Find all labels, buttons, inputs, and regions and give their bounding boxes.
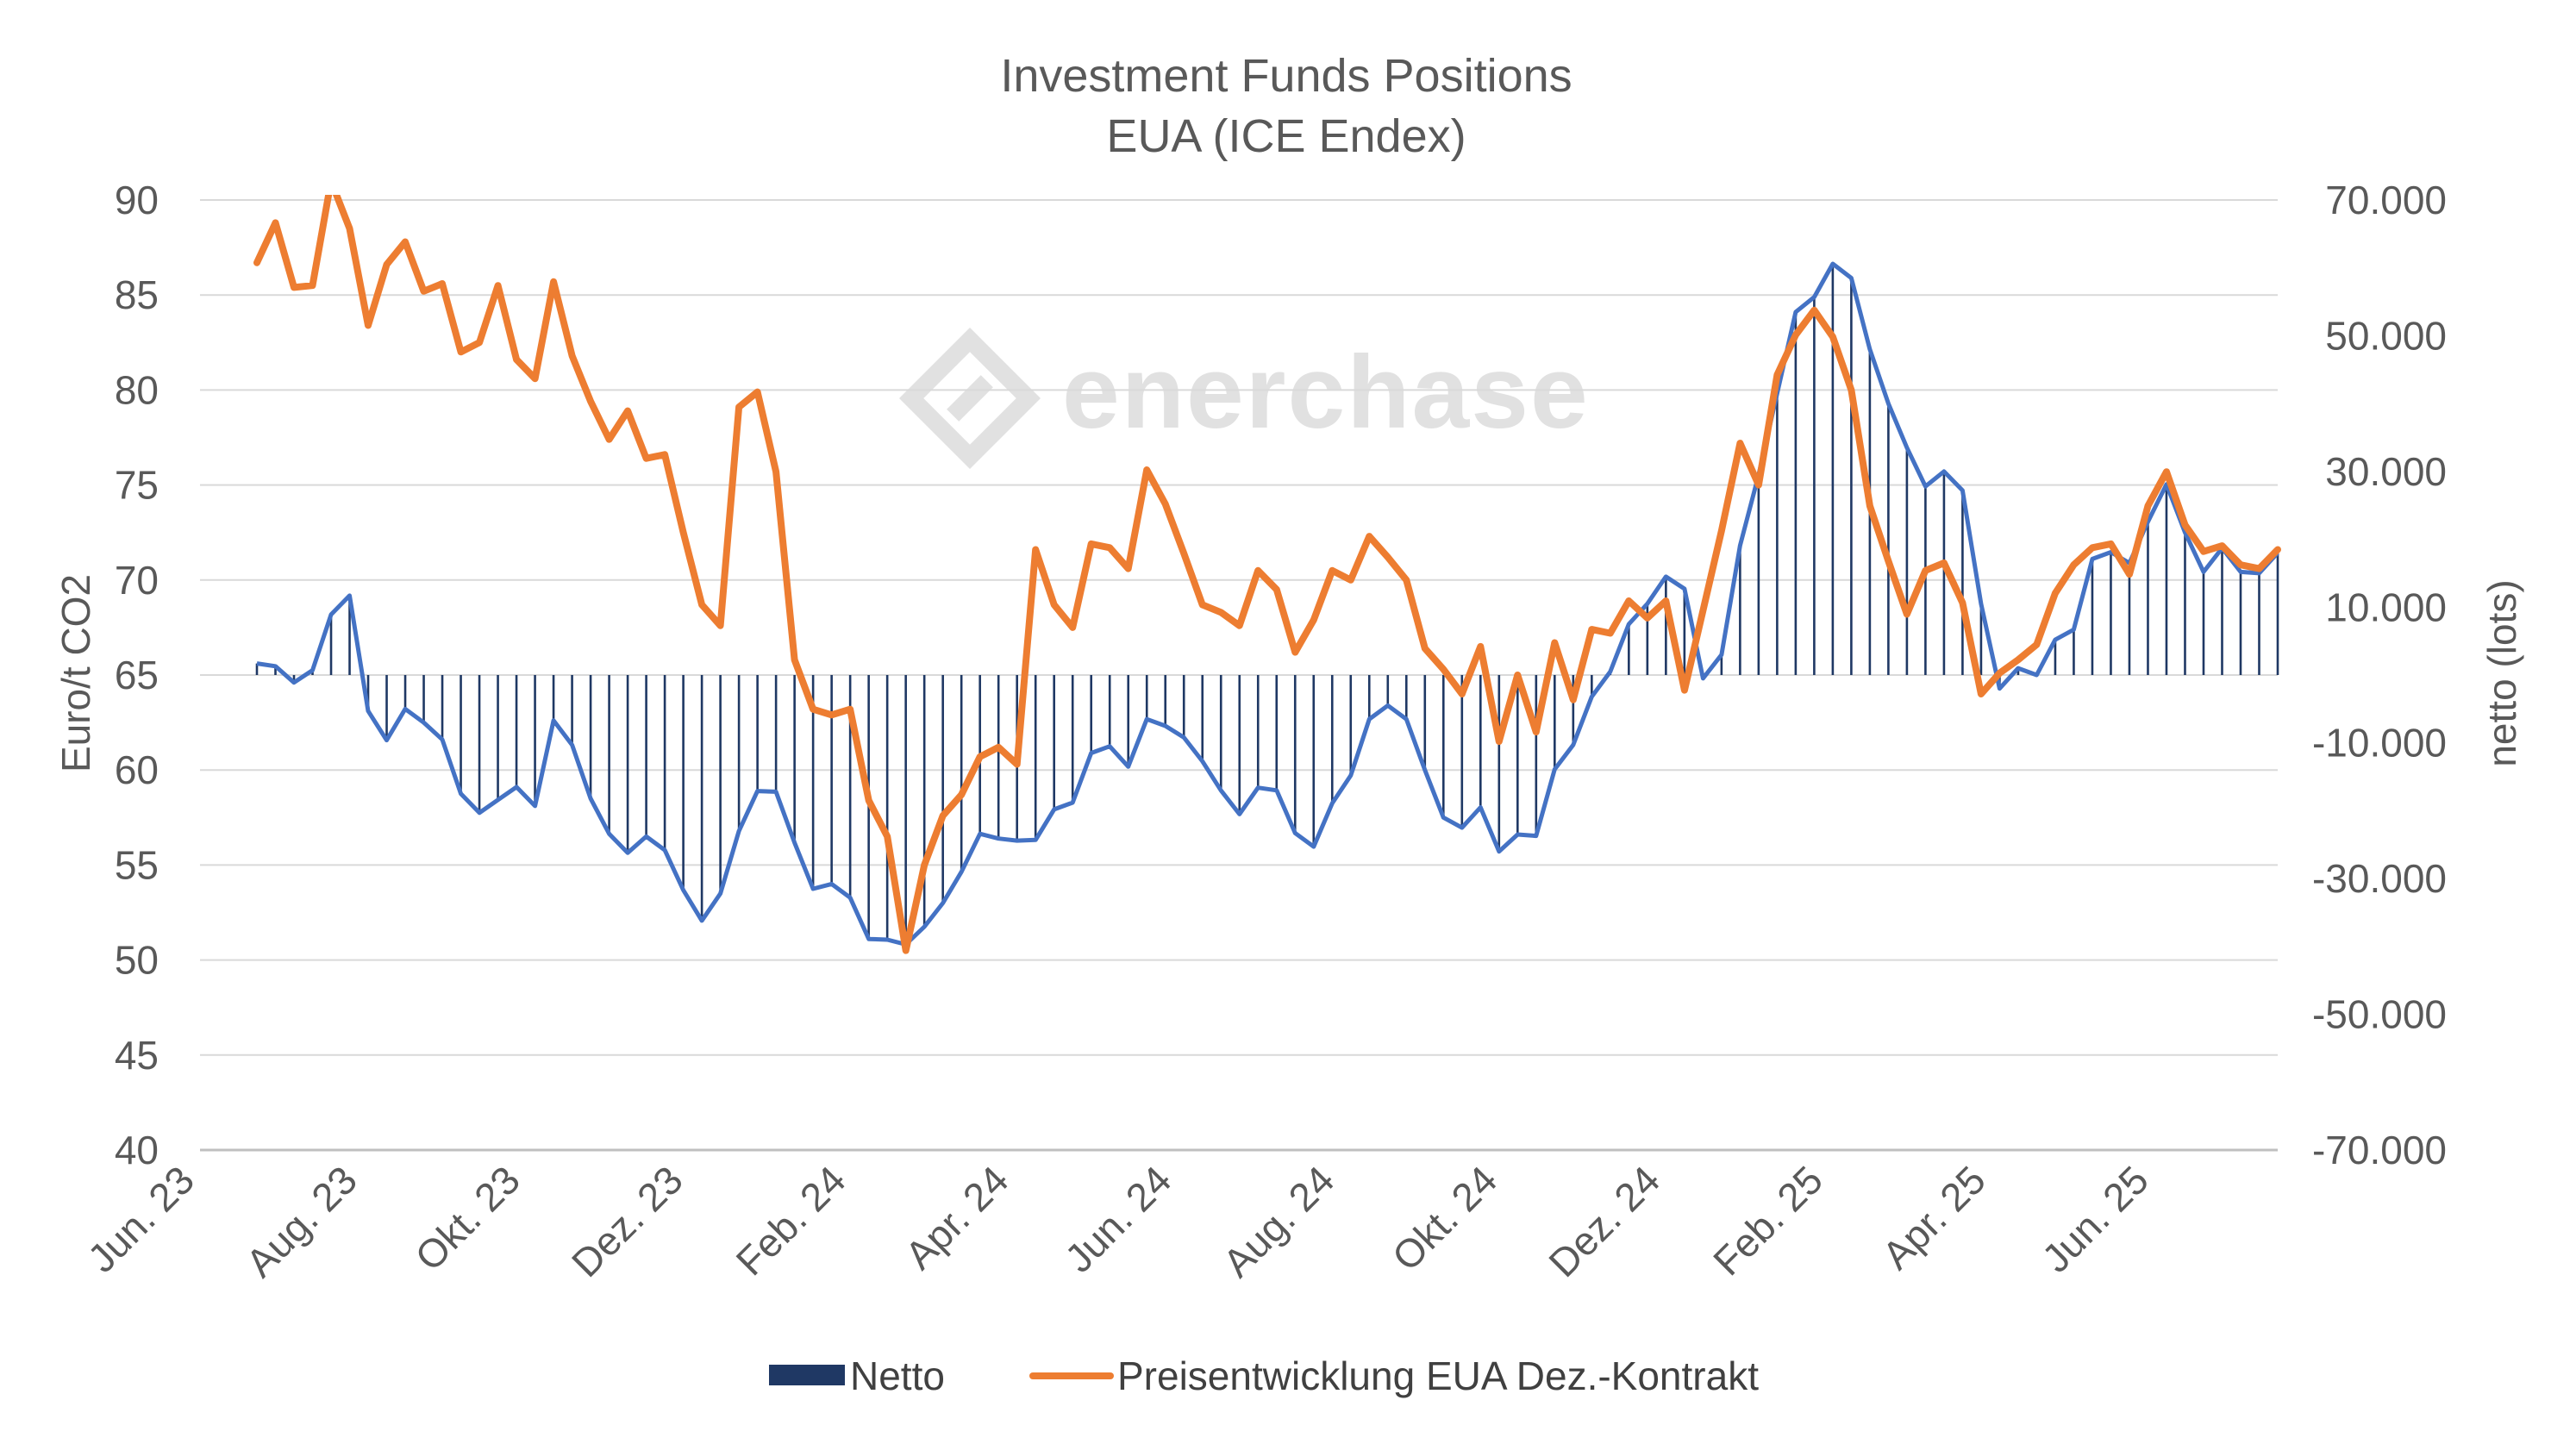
left-tick-label: 80 — [115, 367, 159, 412]
legend: Netto Preisentwicklung EUA Dez.-Kontrakt — [769, 1353, 1759, 1398]
watermark-text: enerchase — [1062, 334, 1590, 450]
legend-swatch-netto — [769, 1365, 845, 1385]
right-tick-label: -10.000 — [2312, 721, 2447, 766]
left-tick-label: 90 — [115, 178, 159, 222]
left-tick-label: 60 — [115, 747, 159, 792]
legend-label-netto: Netto — [850, 1353, 945, 1398]
right-tick-label: -30.000 — [2312, 856, 2447, 901]
left-tick-label: 45 — [115, 1033, 159, 1078]
left-axis-ticks: 40 45 50 55 60 65 70 75 80 85 90 — [115, 178, 159, 1172]
right-axis-label: netto (lots) — [2479, 579, 2524, 766]
right-tick-label: 70.000 — [2325, 178, 2447, 222]
netto-line — [256, 261, 2279, 947]
left-tick-label: 40 — [115, 1128, 159, 1172]
right-tick-label: 30.000 — [2325, 449, 2447, 494]
right-tick-label: -50.000 — [2312, 992, 2447, 1037]
right-axis-ticks: -70.000 -50.000 -30.000 -10.000 10.000 30.000… — [2312, 178, 2447, 1172]
chart-subtitle: EUA (ICE Endex) — [1106, 110, 1466, 162]
right-tick-label: 50.000 — [2325, 313, 2447, 358]
right-tick-label: -70.000 — [2312, 1128, 2447, 1172]
left-tick-label: 65 — [115, 653, 159, 697]
watermark: enerchase — [898, 327, 1590, 470]
legend-label-price: Preisentwicklung EUA Dez.-Kontrakt — [1117, 1353, 1759, 1398]
left-tick-label: 55 — [115, 842, 159, 887]
left-tick-label: 75 — [115, 463, 159, 508]
netto-bars — [255, 263, 2279, 945]
chart-title: Investment Funds Positions — [1000, 50, 1572, 102]
left-tick-label: 70 — [115, 558, 159, 603]
left-tick-label: 85 — [115, 272, 159, 317]
left-axis-label: Euro/t CO2 — [53, 574, 98, 772]
left-tick-label: 50 — [115, 938, 159, 983]
enerchase-logo-icon — [898, 327, 1041, 470]
right-tick-label: 10.000 — [2325, 584, 2447, 629]
price-line — [253, 195, 2281, 954]
series-lines — [253, 195, 2281, 954]
